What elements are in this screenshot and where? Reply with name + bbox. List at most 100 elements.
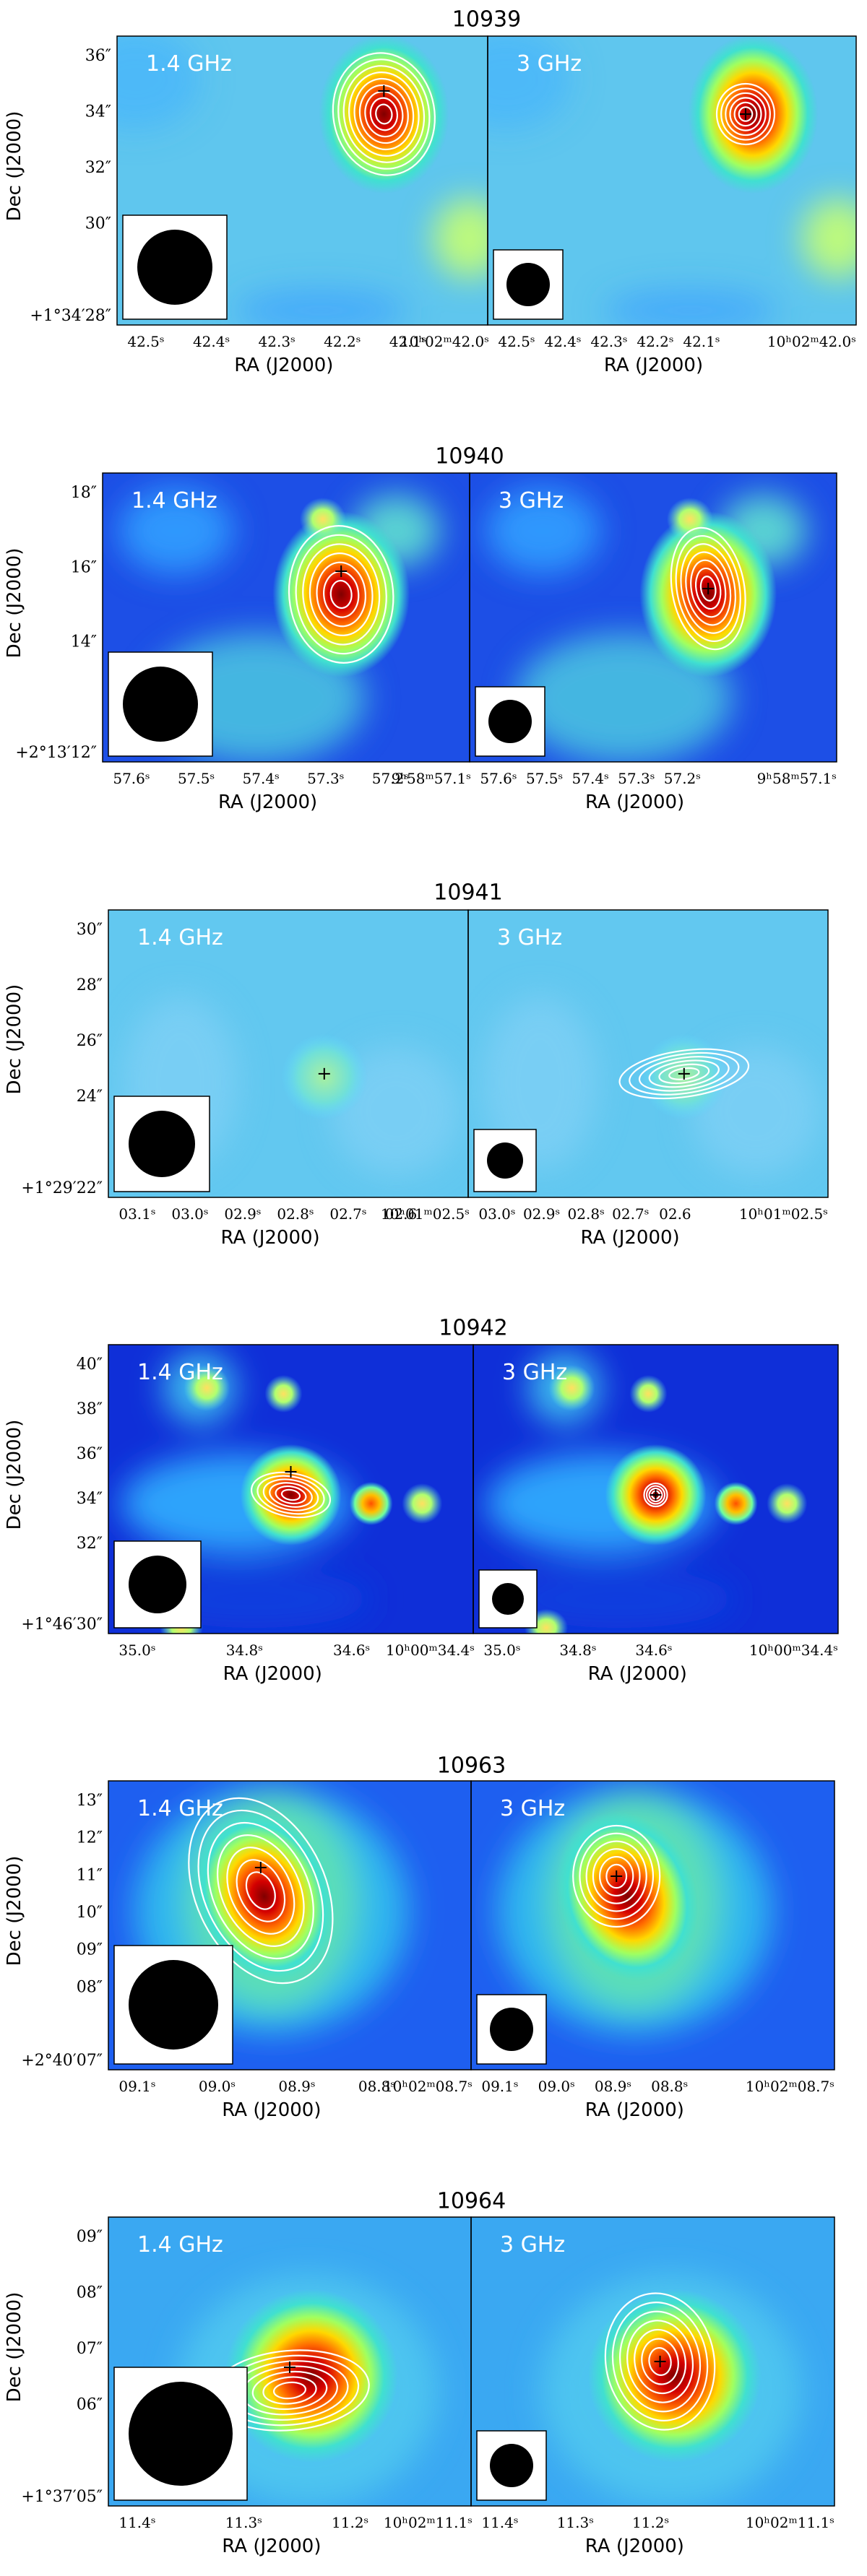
y-tick-label: 30″ bbox=[85, 215, 111, 233]
contour-line bbox=[675, 534, 741, 643]
position-marker bbox=[335, 565, 348, 577]
x-tick-label-right: 10ʰ01ᵐ02.5ˢ bbox=[739, 1205, 828, 1223]
x-tick-label-left: 57.5ˢ bbox=[178, 770, 215, 787]
contour-line bbox=[197, 1809, 324, 1972]
y-origin-label: +1°34′28″ bbox=[30, 307, 111, 325]
x-tick-label-left: 02.7ˢ bbox=[329, 1205, 366, 1223]
contour-line bbox=[329, 579, 353, 610]
y-tick-label: 08″ bbox=[77, 1978, 103, 1996]
frame-right bbox=[470, 1780, 835, 2070]
x-axis-label-left: RA (J2000) bbox=[222, 2099, 321, 2121]
x-tick-label-left: 11.4ˢ bbox=[118, 2514, 155, 2531]
contour-line bbox=[250, 1471, 332, 1519]
x-tick-label-right: 57.6ˢ bbox=[480, 770, 517, 787]
contour-line bbox=[599, 1855, 634, 1897]
colormap-image bbox=[108, 910, 468, 1197]
contour-line bbox=[592, 1848, 641, 1904]
colormap-image bbox=[468, 910, 828, 1197]
x-tick-label-right: 35.0ˢ bbox=[483, 1642, 520, 1659]
x-tick-label-right: 42.4ˢ bbox=[544, 333, 581, 350]
contour-line bbox=[353, 77, 415, 151]
contour-line bbox=[332, 52, 436, 176]
contours-1p4ghz bbox=[288, 525, 394, 664]
beam-ellipse-right bbox=[488, 700, 532, 743]
contour-line bbox=[262, 1478, 319, 1512]
beam-ellipse-right bbox=[492, 1583, 524, 1615]
contour-line bbox=[729, 97, 762, 131]
x-tick-label-right: 42.1ˢ bbox=[683, 333, 720, 350]
contour-line bbox=[275, 1485, 307, 1505]
x-tick-label-left: 09.1ˢ bbox=[118, 2078, 155, 2095]
x-tick-label-right: 08.9ˢ bbox=[595, 2078, 631, 2095]
contour-line bbox=[694, 567, 722, 610]
x-tick-label-right: 10ʰ02ᵐ42.0ˢ bbox=[400, 333, 489, 350]
x-tick-label-right: 11.3ˢ bbox=[557, 2514, 594, 2531]
x-tick-label-right: 08.8ˢ bbox=[651, 2078, 688, 2095]
contour-line bbox=[690, 559, 727, 618]
x-tick-label-left: 34.6ˢ bbox=[333, 1642, 370, 1659]
y-tick-label: 34″ bbox=[85, 103, 111, 121]
panel-title: 10942 bbox=[439, 1316, 507, 1341]
x-tick-label-right: 11.2ˢ bbox=[632, 2514, 669, 2531]
y-tick-label: 36″ bbox=[77, 1445, 103, 1463]
y-tick-label: 26″ bbox=[77, 1032, 103, 1050]
panel-10941: 10941 1.4 GHz 3 GHz 30″ 28″ 26″ 24″ +1°29′22″ 03… bbox=[4, 880, 829, 1249]
contour-line bbox=[645, 1485, 666, 1505]
x-tick-label-left: 42.3ˢ bbox=[259, 333, 296, 350]
y-origin-label: +1°46′30″ bbox=[21, 1616, 103, 1634]
x-tick-label-left: 57.2ˢ bbox=[372, 770, 409, 787]
contour-line bbox=[585, 1840, 647, 1912]
contour-line bbox=[618, 1048, 750, 1100]
contour-line bbox=[375, 103, 393, 125]
panel-10964: 10964 1.4 GHz 3 GHz 09″ 08″ 07″ 06″ +1°37′05″ 11… bbox=[4, 2189, 835, 2557]
frequency-label-left: 1.4 GHz bbox=[137, 2232, 223, 2258]
frequency-label-right: 3 GHz bbox=[502, 1360, 567, 1385]
beam-ellipse-right bbox=[487, 1142, 523, 1179]
contour-line bbox=[725, 92, 767, 136]
frequency-label-left: 1.4 GHz bbox=[137, 1360, 223, 1385]
x-axis-label-right: RA (J2000) bbox=[585, 2099, 684, 2121]
y-tick-label: 08″ bbox=[77, 2284, 103, 2302]
contour-line bbox=[670, 526, 746, 651]
y-tick-label: 09″ bbox=[77, 2228, 103, 2246]
x-tick-label-right: 09.1ˢ bbox=[481, 2078, 518, 2095]
y-axis-label: Dec (J2000) bbox=[4, 984, 25, 1095]
colormap-image bbox=[471, 1781, 834, 2070]
y-tick-label: 40″ bbox=[77, 1356, 103, 1374]
x-tick-label-right: 34.8ˢ bbox=[559, 1642, 596, 1659]
panel-title: 10964 bbox=[437, 2189, 506, 2214]
x-axis-label-left: RA (J2000) bbox=[221, 1227, 320, 1249]
contour-line bbox=[262, 2376, 317, 2405]
position-marker bbox=[650, 1489, 662, 1501]
contour-line bbox=[245, 1871, 276, 1910]
position-marker bbox=[284, 2362, 296, 2373]
x-tick-label-left: 08.9ˢ bbox=[278, 2078, 315, 2095]
y-tick-label: 07″ bbox=[77, 2340, 103, 2358]
frequency-label-right: 3 GHz bbox=[500, 2232, 565, 2258]
x-tick-label-right: 11.4ˢ bbox=[481, 2514, 518, 2531]
frequency-label-right: 3 GHz bbox=[497, 925, 562, 950]
position-marker bbox=[378, 85, 390, 97]
position-marker bbox=[678, 1067, 690, 1080]
contour-line bbox=[685, 551, 732, 626]
x-tick-label-left: 09.0ˢ bbox=[199, 2078, 236, 2095]
contour-line bbox=[302, 543, 381, 646]
y-tick-label: 12″ bbox=[77, 1829, 103, 1847]
source bbox=[556, 1811, 699, 1982]
contour-line bbox=[579, 1832, 655, 1920]
x-tick-label-right: 9ʰ58ᵐ57.1ˢ bbox=[757, 770, 837, 787]
x-axis-label-right: RA (J2000) bbox=[585, 2536, 684, 2557]
contour-line bbox=[629, 1051, 740, 1096]
y-tick-label: 13″ bbox=[77, 1792, 103, 1810]
contour-line bbox=[316, 561, 366, 628]
contour-line bbox=[638, 1056, 730, 1092]
x-tick-label-right: 10ʰ01ᵐ02.5ˢ bbox=[381, 1205, 470, 1223]
contour-line bbox=[641, 2338, 679, 2385]
frame-right bbox=[467, 909, 829, 1198]
contour-line bbox=[648, 2347, 672, 2376]
panel-10942: 10942 1.4 GHz 3 GHz 40″ 38″ 36″ 34″ 32″ +1°46′30… bbox=[4, 1316, 839, 1685]
source bbox=[193, 1811, 336, 1982]
x-tick-label-right: 03.0ˢ bbox=[478, 1205, 515, 1223]
x-tick-label-left: 57.4ˢ bbox=[243, 770, 280, 787]
contour-line bbox=[256, 1475, 325, 1515]
